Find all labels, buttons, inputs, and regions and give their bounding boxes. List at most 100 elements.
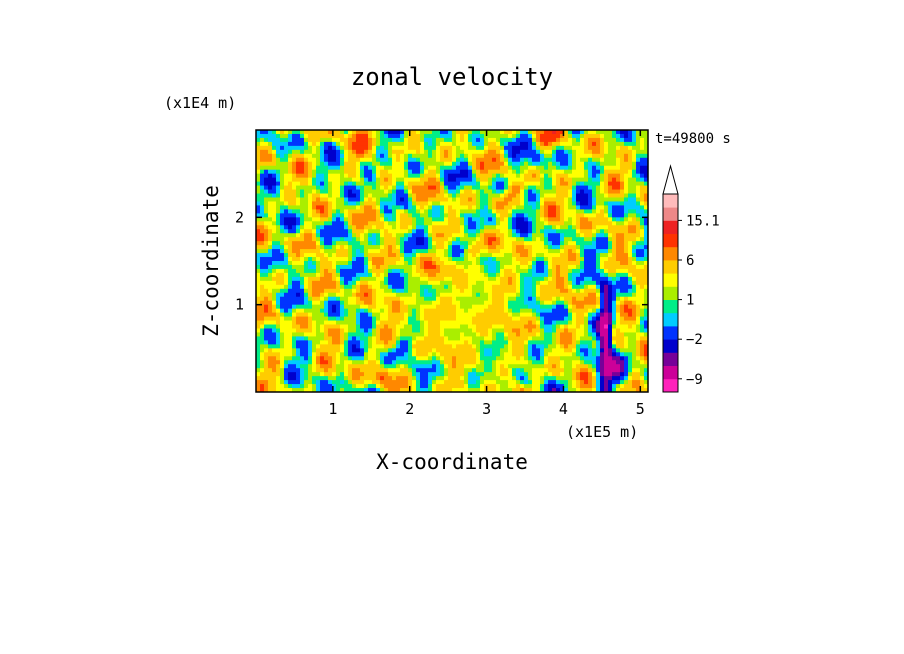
field-cell <box>516 225 521 230</box>
field-cell <box>288 241 293 246</box>
field-cell <box>532 145 537 151</box>
field-cell <box>416 264 421 270</box>
field-cell <box>528 368 533 373</box>
field-cell <box>260 364 265 369</box>
field-cell <box>544 145 549 151</box>
field-cell <box>352 261 357 266</box>
field-cell <box>448 197 453 203</box>
field-cell <box>460 237 465 242</box>
field-cell <box>396 344 401 349</box>
field-cell <box>332 161 337 167</box>
field-cell <box>528 153 533 159</box>
field-cell <box>276 205 281 210</box>
field-cell <box>484 360 489 365</box>
field-cell <box>300 264 305 270</box>
field-cell <box>532 165 537 171</box>
field-cell <box>552 229 557 234</box>
field-cell <box>260 229 265 234</box>
field-cell <box>344 324 349 330</box>
field-cell <box>432 225 437 230</box>
field-cell <box>384 364 389 369</box>
field-cell <box>456 197 461 203</box>
field-cell <box>280 360 285 365</box>
field-cell <box>308 264 313 270</box>
field-cell <box>384 249 389 254</box>
field-cell <box>496 225 501 230</box>
field-cell <box>396 221 401 226</box>
field-cell <box>320 145 325 151</box>
field-cell <box>288 368 293 373</box>
field-cell <box>312 360 317 365</box>
field-cell <box>260 253 265 258</box>
field-cell <box>516 316 521 322</box>
time-label: t=49800 s <box>655 131 731 147</box>
field-cell <box>320 356 325 361</box>
field-cell <box>272 217 277 222</box>
field-cell <box>296 169 301 175</box>
field-cell <box>340 384 345 389</box>
field-cell <box>384 229 389 234</box>
field-cell <box>460 137 465 143</box>
field-cell <box>360 380 365 385</box>
field-cell <box>532 173 537 179</box>
field-cell <box>312 348 317 353</box>
field-cell <box>436 173 441 179</box>
field-cell <box>500 316 505 322</box>
field-cell <box>404 352 409 357</box>
field-cell <box>500 161 505 167</box>
field-cell <box>480 276 485 282</box>
field-cell <box>280 384 285 389</box>
field-cell <box>324 165 329 171</box>
field-cell <box>276 225 281 230</box>
field-cell <box>416 245 421 250</box>
field-cell <box>504 221 509 226</box>
field-cell <box>524 268 529 274</box>
field-cell <box>552 149 557 155</box>
field-cell <box>488 300 493 306</box>
field-cell <box>480 161 485 167</box>
field-cell <box>508 185 513 191</box>
field-cell <box>320 141 325 147</box>
field-cell <box>360 272 365 278</box>
field-cell <box>352 233 357 238</box>
field-cell <box>536 153 541 159</box>
field-cell <box>476 360 481 365</box>
field-cell <box>276 173 281 179</box>
field-cell <box>384 348 389 353</box>
field-cell <box>492 380 497 385</box>
field-cell <box>256 161 261 167</box>
field-cell <box>464 197 469 203</box>
field-cell <box>448 229 453 234</box>
field-cell <box>300 157 305 163</box>
field-cell <box>444 344 449 349</box>
field-cell <box>476 233 481 238</box>
field-cell <box>528 380 533 385</box>
field-cell <box>552 209 557 214</box>
field-cell <box>536 332 541 338</box>
field-cell <box>396 384 401 389</box>
field-cell <box>544 284 549 290</box>
field-cell <box>504 165 509 171</box>
field-cell <box>312 209 317 214</box>
field-cell <box>304 380 309 385</box>
field-cell <box>532 268 537 274</box>
field-cell <box>292 360 297 365</box>
field-cell <box>548 292 553 298</box>
field-cell <box>456 205 461 210</box>
field-cell <box>264 161 269 167</box>
field-cell <box>412 320 417 326</box>
field-cell <box>556 157 561 163</box>
field-cell <box>320 149 325 155</box>
field-cell <box>420 261 425 266</box>
field-cell <box>392 130 397 135</box>
field-cell <box>536 288 541 294</box>
field-cell <box>436 348 441 353</box>
field-cell <box>320 157 325 163</box>
field-cell <box>384 253 389 258</box>
field-cell <box>504 348 509 353</box>
field-cell <box>384 165 389 171</box>
field-cell <box>296 364 301 369</box>
field-cell <box>340 177 345 183</box>
field-cell <box>488 249 493 254</box>
field-cell <box>400 130 405 135</box>
